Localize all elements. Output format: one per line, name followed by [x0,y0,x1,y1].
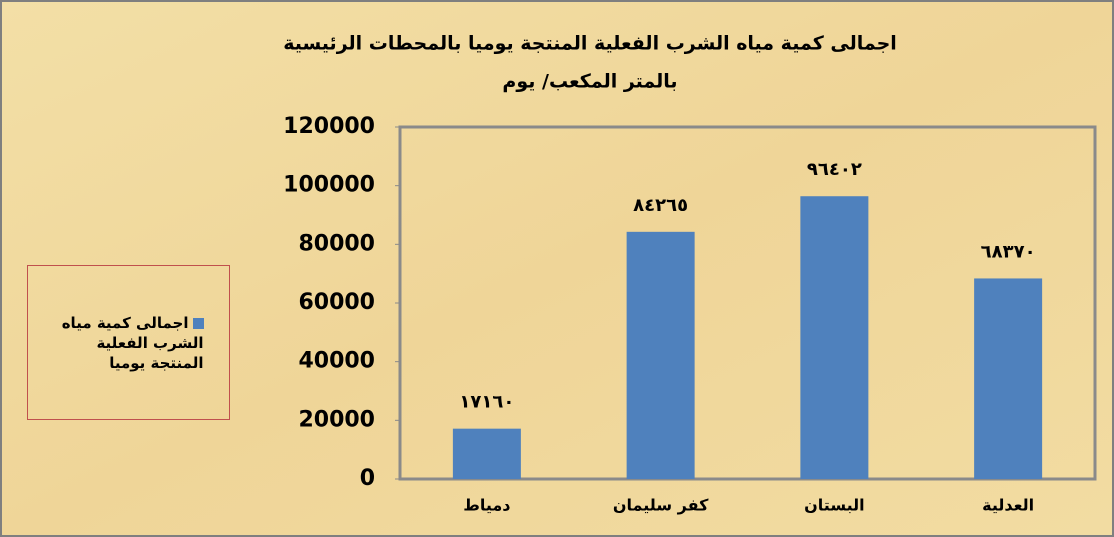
y-tick-label: 120000 [283,114,375,139]
data-label: ٩٦٤٠٢ [807,159,862,180]
x-tick-label: العدلية [982,496,1034,515]
chart-title: بالمتر المكعب/ يوم [502,71,677,93]
bar [626,231,695,479]
y-tick-label: 20000 [298,407,375,432]
legend-swatch [192,317,204,329]
bar [452,428,521,479]
data-label: ٨٤٢٦٥ [633,195,688,216]
y-tick-label: 60000 [298,290,375,315]
x-tick-label: كفر سليمان [613,496,709,515]
y-tick-label: 100000 [283,173,375,198]
y-tick-label: 80000 [298,231,375,256]
data-label: ١٧١٦٠ [459,392,514,413]
legend-label: اجمالى كمية مياه الشرب الفعلية المنتجة ي… [61,313,204,372]
x-tick-label: دمياط [463,496,510,515]
bar [800,196,869,479]
y-tick-label: 0 [360,466,375,491]
bar [974,278,1043,479]
x-tick-label: البستان [804,496,865,515]
y-tick-label: 40000 [298,349,375,374]
chart-title: اجمالى كمية مياه الشرب الفعلية المنتجة ي… [283,33,897,55]
data-label: ٦٨٣٧٠ [981,241,1036,262]
legend-item: اجمالى كمية مياه الشرب الفعلية المنتجة ي… [54,313,204,373]
legend: اجمالى كمية مياه الشرب الفعلية المنتجة ي… [27,265,230,420]
